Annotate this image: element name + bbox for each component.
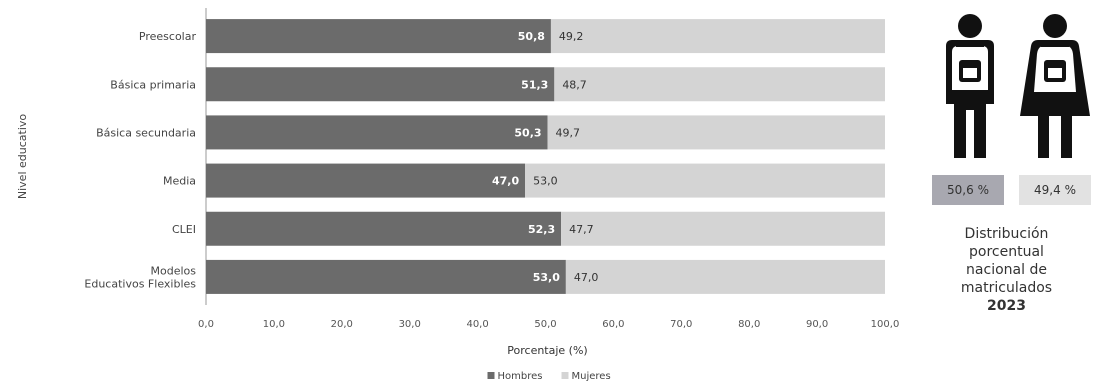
category-label: Básica primaria: [110, 78, 196, 91]
bar-mujeres: [547, 115, 885, 150]
legend-label: Mujeres: [572, 371, 611, 382]
legend-swatch: [487, 372, 495, 379]
data-label-mujeres: 49,7: [556, 126, 581, 139]
data-label-mujeres: 48,7: [562, 78, 587, 91]
x-tick-label: 60,0: [602, 319, 624, 330]
x-tick-label: 80,0: [738, 319, 760, 330]
caption-line: porcentual: [969, 244, 1044, 260]
x-tick-label: 90,0: [806, 319, 828, 330]
male-percent-box: 50,6 %: [932, 175, 1004, 205]
category-label: Educativos Flexibles: [84, 277, 196, 290]
caption-line: matriculados: [960, 280, 1053, 296]
caption-line: Distribución: [964, 226, 1049, 242]
bar-hombres: [206, 19, 551, 54]
female-student-icon: [1020, 14, 1090, 158]
data-label-hombres: 52,3: [528, 223, 555, 236]
bar-mujeres: [550, 19, 885, 54]
caption-year: 2023: [987, 298, 1026, 314]
x-tick-label: 10,0: [263, 319, 285, 330]
bar-hombres: [206, 67, 555, 102]
legend-label: Hombres: [498, 371, 543, 382]
male-student-icon: [946, 14, 994, 158]
bar-mujeres: [561, 211, 885, 246]
category-label: Modelos: [151, 264, 197, 277]
category-label: Media: [163, 175, 196, 188]
stacked-bar-chart: 50,8 49,2 Preescolar 51,3 48,7 Básica primari…: [16, 8, 900, 382]
data-label-hombres: 51,3: [521, 78, 548, 91]
x-tick-label: 40,0: [466, 319, 488, 330]
bar-mujeres: [554, 67, 885, 102]
bar-mujeres: [525, 163, 885, 198]
data-label-mujeres: 47,7: [569, 223, 594, 236]
bar-hombres: [206, 211, 562, 246]
x-tick-label: 0,0: [198, 319, 214, 330]
caption-line: nacional de: [966, 262, 1047, 278]
data-label-hombres: 50,8: [518, 30, 545, 43]
x-tick-label: 70,0: [670, 319, 692, 330]
x-tick-label: 30,0: [399, 319, 421, 330]
y-axis-title: Nivel educativo: [16, 114, 29, 200]
category-label: Preescolar: [139, 30, 197, 43]
category-label: Básica secundaria: [96, 126, 196, 139]
national-distribution-panel: 50,6 % 49,4 % Distribución porcentual na…: [912, 0, 1101, 391]
legend-swatch: [561, 372, 569, 379]
data-label-hombres: 47,0: [492, 175, 519, 188]
female-percent-box: 49,4 %: [1019, 175, 1091, 205]
category-label: CLEI: [172, 223, 196, 236]
x-axis-title: Porcentaje (%): [507, 344, 587, 357]
x-tick-label: 20,0: [331, 319, 353, 330]
data-label-mujeres: 49,2: [559, 30, 584, 43]
bar-hombres: [206, 259, 566, 294]
side-caption: Distribución porcentual nacional de matr…: [912, 225, 1101, 315]
x-tick-label: 100,0: [871, 319, 900, 330]
bar-hombres: [206, 115, 548, 150]
data-label-hombres: 50,3: [514, 126, 541, 139]
data-label-hombres: 53,0: [533, 271, 560, 284]
bar-hombres: [206, 163, 526, 198]
bar-mujeres: [565, 259, 885, 294]
x-tick-label: 50,0: [534, 319, 556, 330]
data-label-mujeres: 53,0: [533, 175, 558, 188]
data-label-mujeres: 47,0: [574, 271, 599, 284]
